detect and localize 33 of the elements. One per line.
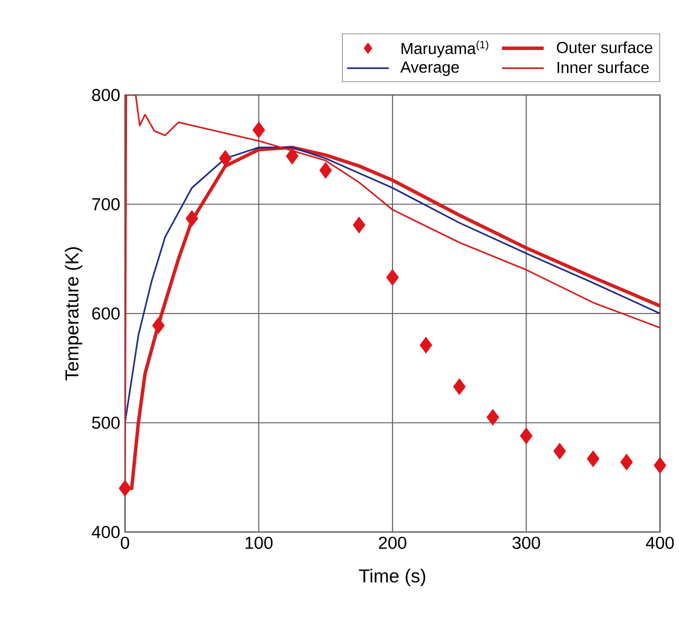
y-tick-label: 600: [92, 307, 120, 320]
point: [286, 148, 298, 164]
legend-label: Inner surface: [558, 61, 649, 74]
point: [453, 378, 466, 395]
point: [252, 122, 266, 138]
point: [486, 409, 500, 426]
point: [586, 450, 600, 468]
y-tick-label: 500: [92, 416, 120, 429]
y-tick-label: 400: [92, 526, 120, 538]
y-tick-label: 800: [92, 88, 120, 102]
point: [420, 336, 432, 354]
point: [186, 210, 198, 227]
x-tick-label: 100: [246, 536, 273, 549]
point: [620, 454, 633, 470]
point: [152, 317, 165, 334]
point: [319, 162, 332, 179]
point: [654, 457, 666, 474]
point: [386, 269, 399, 286]
point: [352, 216, 366, 234]
point: [118, 480, 132, 497]
y-tick-label: 700: [92, 198, 120, 210]
legend-label: Outer surface: [556, 41, 652, 54]
x-tick-label: 400: [646, 536, 674, 549]
x-tick-label: 0: [120, 536, 130, 549]
x-axis-title: Time (s): [359, 568, 426, 586]
x-tick-label: 200: [378, 536, 406, 549]
x-tick-label: 300: [512, 536, 540, 549]
legend-label: Maruyama$^{(1)}$: [402, 40, 488, 58]
point: [520, 428, 533, 444]
y-axis-title: Temperature (K): [64, 247, 82, 380]
legend-label: Average: [400, 62, 459, 76]
point: [219, 150, 232, 167]
point: [553, 442, 566, 460]
